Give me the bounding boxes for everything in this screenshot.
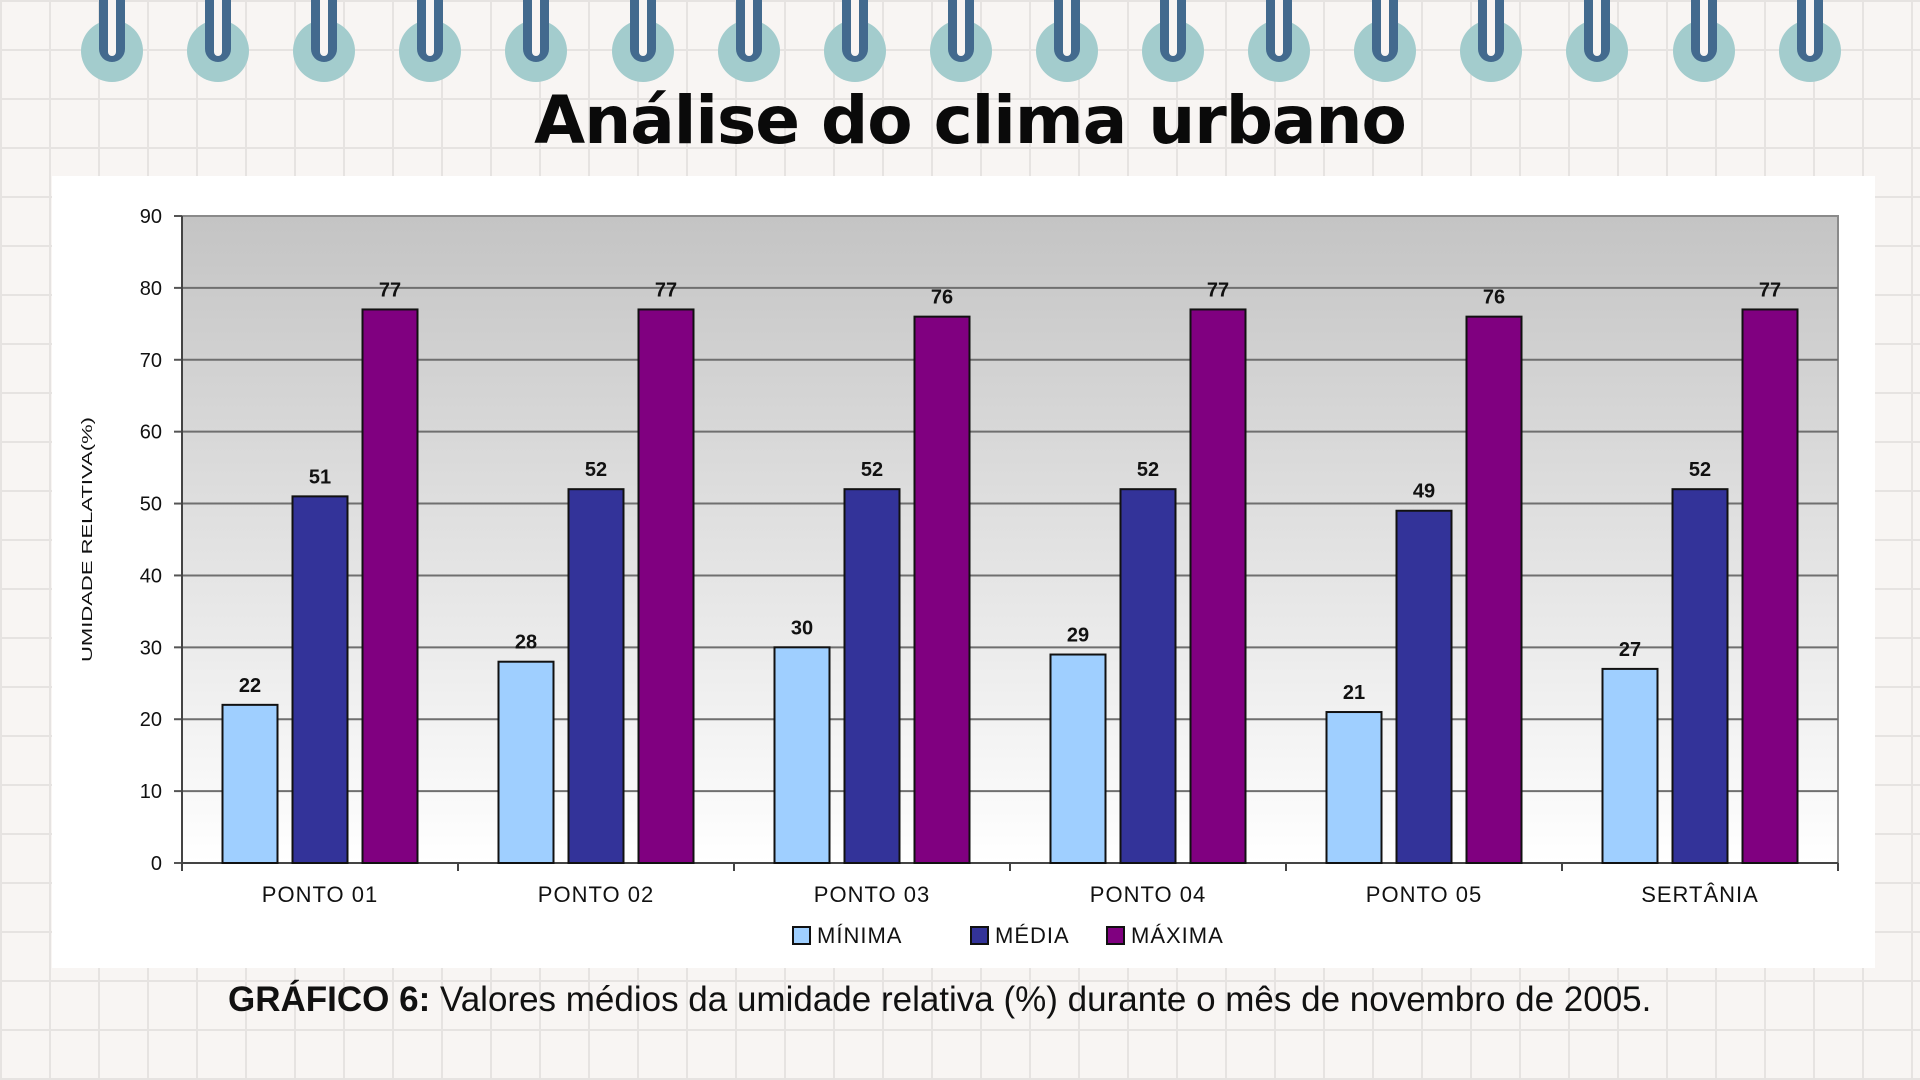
bar-média (567, 488, 625, 864)
y-axis-label: UMIDADE RELATIVA(%) (79, 417, 96, 662)
binding-wire (99, 0, 125, 62)
data-label: 76 (1483, 287, 1505, 309)
data-label: 52 (1689, 459, 1711, 481)
y-tick-label: 80 (140, 278, 162, 300)
y-tick-label: 20 (140, 709, 162, 731)
y-tick-label: 50 (140, 494, 162, 516)
bar-máxima (1189, 308, 1247, 864)
legend-swatch (970, 926, 989, 945)
y-tick-label: 30 (140, 637, 162, 659)
y-tick-label: 10 (140, 781, 162, 803)
binding-wire (1796, 0, 1823, 62)
bar-média (1671, 488, 1729, 864)
bar-média (1395, 509, 1453, 864)
bar-máxima (913, 315, 971, 864)
y-tick-label: 90 (140, 206, 162, 228)
x-tick-label: PONTO 05 (1366, 882, 1482, 907)
data-label: 52 (861, 459, 883, 481)
binding-wire (1053, 0, 1080, 62)
binding-wire (947, 0, 974, 62)
x-tick-label: PONTO 03 (814, 882, 930, 907)
binding-wire (311, 0, 338, 62)
bar-média (843, 488, 901, 864)
legend-swatch (792, 926, 811, 945)
x-tick-label: PONTO 04 (1090, 882, 1206, 907)
bar-máxima (1741, 308, 1799, 864)
page-title: Análise do clima urbano (534, 82, 1407, 159)
chart-panel: 0 10 20 30 40 50 60 70 80 90 UMIDADE RELATIVA(%) PO… (52, 176, 1875, 968)
legend-label: MÁXIMA (1131, 923, 1224, 948)
x-tick-label: SERTÂNIA (1641, 882, 1759, 907)
chart-caption: GRÁFICO 6: Valores médios da umidade rel… (228, 980, 1651, 1020)
data-label: 27 (1619, 639, 1641, 661)
bar-mínima (773, 646, 831, 865)
spiral-binding (0, 0, 1920, 90)
y-tick-label: 70 (140, 350, 162, 372)
bar-mínima (1601, 667, 1659, 864)
binding-wire (1266, 0, 1293, 62)
bar-média (1119, 488, 1177, 864)
data-label: 30 (791, 617, 813, 639)
binding-wire (417, 0, 444, 62)
data-label: 77 (379, 279, 401, 301)
binding-wire (1372, 0, 1399, 62)
binding-wire (1160, 0, 1186, 62)
data-label: 28 (515, 632, 537, 654)
bar-mínima (221, 703, 279, 864)
bar-máxima (637, 308, 695, 864)
data-label: 77 (1207, 279, 1229, 301)
bar-mínima (1325, 711, 1383, 864)
data-label: 52 (585, 459, 607, 481)
binding-wire (1584, 0, 1611, 62)
data-label: 29 (1067, 625, 1089, 647)
binding-wire (735, 0, 762, 62)
binding-wire (629, 0, 656, 62)
data-label: 51 (309, 466, 331, 488)
legend-label: MÉDIA (995, 923, 1070, 948)
data-label: 21 (1343, 682, 1365, 704)
bar-mínima (497, 660, 555, 865)
binding-wire (1478, 0, 1505, 62)
data-label: 77 (1759, 279, 1781, 301)
y-tick-label: 40 (140, 565, 162, 587)
x-tick-label: PONTO 02 (538, 882, 654, 907)
y-tick-label: 0 (151, 853, 162, 875)
data-label: 52 (1137, 459, 1159, 481)
x-tick-label: PONTO 01 (262, 882, 378, 907)
legend-label: MÍNIMA (817, 923, 902, 948)
binding-wire (1690, 0, 1717, 62)
binding-wire (205, 0, 232, 62)
binding-wire (841, 0, 868, 62)
data-label: 49 (1413, 481, 1435, 503)
caption-text: Valores médios da umidade relativa (%) d… (430, 980, 1652, 1019)
data-label: 76 (931, 287, 953, 309)
y-tick-label: 60 (140, 422, 162, 444)
data-label: 22 (239, 675, 261, 697)
binding-wire (523, 0, 550, 62)
plot-area (181, 215, 1839, 864)
caption-label: GRÁFICO 6: (228, 980, 431, 1019)
data-label: 77 (655, 279, 677, 301)
bar-máxima (1465, 315, 1523, 864)
bar-mínima (1049, 653, 1107, 864)
humidity-bar-chart: 0 10 20 30 40 50 60 70 80 90 UMIDADE RELATIVA(%) PO… (79, 206, 1839, 948)
bar-máxima (361, 308, 419, 864)
legend-swatch (1106, 926, 1125, 945)
bar-média (291, 495, 349, 864)
